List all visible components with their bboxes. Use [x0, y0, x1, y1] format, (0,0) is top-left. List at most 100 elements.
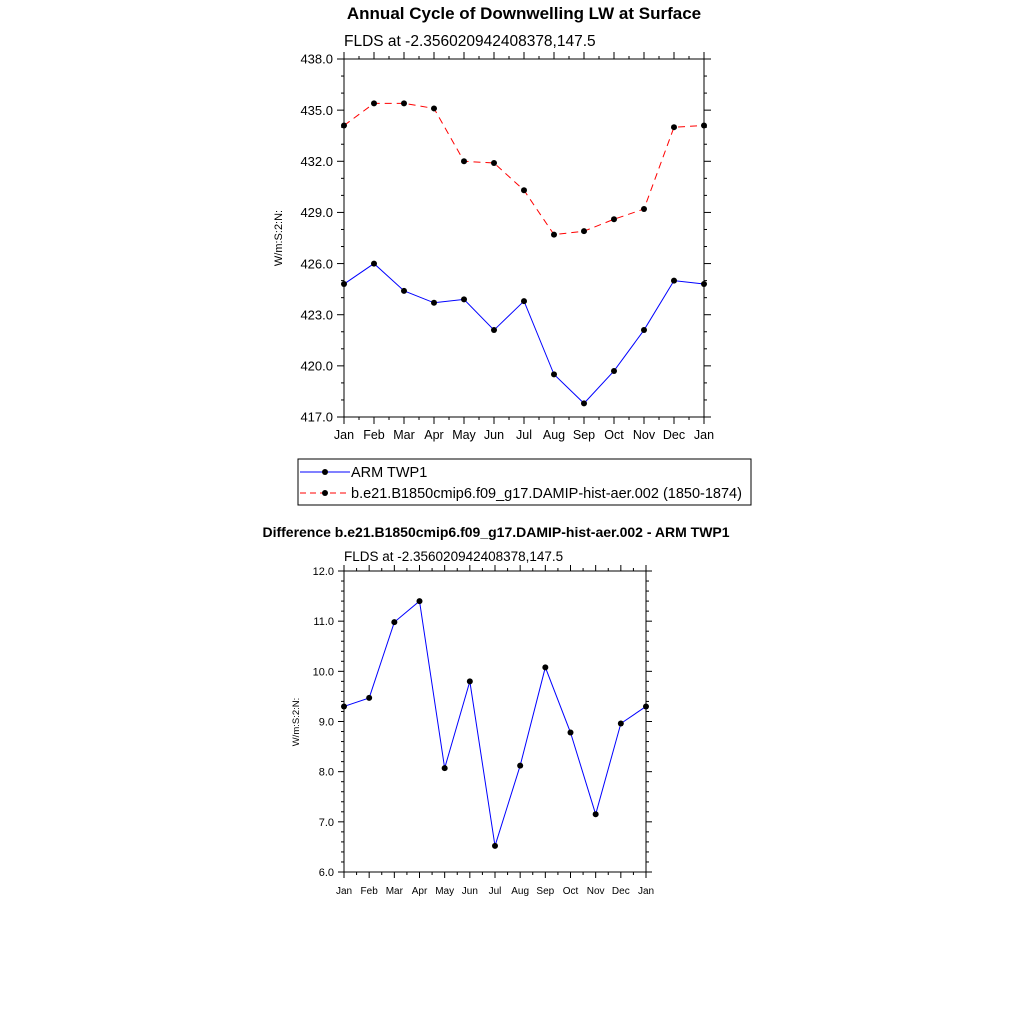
chart-2-subtitle: FLDS at -2.356020942408378,147.5	[344, 549, 563, 564]
y-tick-label: 429.0	[300, 205, 333, 220]
chart-1-data-points	[341, 100, 707, 407]
data-point-s2-may	[461, 158, 467, 165]
y-tick-label: 423.0	[300, 307, 333, 322]
data-point-s2-jun	[491, 159, 497, 166]
chart-2-y-tick-labels: 6.0 7.0 8.0 9.0 10.0 11.0 12.0	[313, 566, 334, 879]
legend-label-arm: ARM TWP1	[351, 465, 427, 481]
y-tick-label: 426.0	[300, 256, 333, 271]
data-point-s1-sep	[581, 400, 587, 407]
data-point-s1-apr	[416, 598, 423, 605]
data-point-s2-jul	[521, 187, 527, 194]
y-tick-label: 438.0	[300, 52, 333, 67]
x-tick-label: Feb	[363, 428, 385, 442]
data-point-s1-dec	[671, 277, 677, 284]
data-point-s1-nov	[592, 811, 599, 818]
y-tick-label: 435.0	[300, 103, 333, 118]
y-tick-label: 6.0	[319, 867, 334, 879]
x-tick-label: Apr	[412, 886, 428, 897]
chart-1-title: Annual Cycle of Downwelling LW at Surfac…	[347, 4, 701, 23]
data-point-s2-feb	[371, 100, 377, 107]
y-tick-label: 8.0	[319, 767, 334, 779]
x-tick-label: Jan	[336, 886, 352, 897]
chart-2-title: Difference b.e21.B1850cmip6.f09_g17.DAMI…	[262, 524, 729, 540]
data-point-s2-sep	[581, 228, 587, 235]
data-point-s2-oct	[611, 216, 617, 223]
chart-2-data-points	[341, 598, 649, 849]
x-tick-label: Dec	[663, 428, 685, 442]
x-tick-label: Mar	[393, 428, 415, 442]
x-tick-label: Nov	[587, 886, 605, 897]
chart-1-axis-ticks	[337, 52, 711, 424]
x-tick-label: Aug	[543, 428, 565, 442]
x-tick-label: Sep	[536, 886, 554, 897]
data-point-s2-apr	[431, 105, 437, 112]
legend-frame	[297, 458, 752, 506]
x-tick-label: Jun	[484, 428, 504, 442]
chart-1-y-tick-labels: 417.0 420.0 423.0 426.0 429.0 432.0 435.0 438.0	[300, 52, 333, 425]
data-point-s1-feb	[366, 694, 373, 701]
chart-2-x-tick-labels: Jan Feb Mar Apr May Jun Jul Aug Sep Oct Nov Dec Jan	[336, 886, 654, 897]
chart-2-axis-ticks	[338, 565, 652, 878]
x-tick-label: Mar	[386, 886, 404, 897]
x-tick-label: Apr	[424, 428, 443, 442]
chart-1-x-tick-labels: Jan Feb Mar Apr May Jun Jul Aug Sep Oct Nov Dec Jan	[334, 428, 714, 442]
data-point-s1-oct	[567, 729, 574, 736]
data-point-s1-jan	[701, 281, 707, 288]
chart-2-ylabel: W/m:S:2:N:	[291, 698, 302, 747]
x-tick-label: May	[435, 886, 454, 897]
x-tick-label: Sep	[573, 428, 595, 442]
legend-label-model: b.e21.B1850cmip6.f09_g17.DAMIP-hist-aer.…	[351, 486, 742, 502]
chart-2: Difference b.e21.B1850cmip6.f09_g17.DAMI…	[262, 524, 729, 897]
data-point-s2-mar	[401, 100, 407, 107]
data-point-s1-jul	[521, 298, 527, 305]
x-tick-label: Jul	[489, 886, 502, 897]
data-point-s1-nov	[641, 327, 647, 334]
x-tick-label: Dec	[612, 886, 630, 897]
chart-1-ylabel: W/m:S:2:N:	[273, 210, 285, 266]
data-point-s1-oct	[611, 367, 617, 374]
chart-1-plot-frame	[343, 58, 705, 418]
x-tick-label: Nov	[633, 428, 656, 442]
series-line-1	[343, 262, 705, 405]
data-point-s2-dec	[671, 124, 677, 131]
data-point-s1-mar	[401, 287, 407, 294]
data-point-s1-jan	[341, 281, 347, 288]
y-tick-label: 12.0	[313, 566, 334, 578]
y-tick-label: 10.0	[313, 666, 334, 678]
x-tick-label: Oct	[563, 886, 579, 897]
data-point-s1-dec	[617, 720, 624, 727]
x-tick-label: May	[452, 428, 476, 442]
data-point-s1-may	[461, 296, 467, 303]
data-point-s2-aug	[551, 231, 557, 238]
series-line-2	[343, 102, 705, 236]
x-tick-label: Jun	[462, 886, 478, 897]
chart-1-subtitle: FLDS at -2.356020942408378,147.5	[344, 33, 596, 50]
data-point-s1-jun	[466, 678, 473, 685]
series-line-1	[343, 600, 647, 847]
data-point-s1-mar	[391, 619, 398, 626]
y-tick-label: 420.0	[300, 359, 333, 374]
data-point-s1-may	[441, 765, 448, 772]
x-tick-label: Jan	[638, 886, 654, 897]
x-tick-label: Jul	[516, 428, 532, 442]
x-tick-label: Jan	[334, 428, 354, 442]
data-point-s1-apr	[431, 299, 437, 306]
y-tick-label: 9.0	[319, 716, 334, 728]
data-point-s1-feb	[371, 260, 377, 267]
chart-2-series-lines	[343, 600, 647, 847]
data-point-s2-jan	[701, 122, 707, 129]
y-tick-label: 417.0	[300, 410, 333, 425]
data-point-s1-aug	[517, 762, 524, 769]
x-tick-label: Oct	[604, 428, 624, 442]
legend-marker-arm	[322, 469, 328, 475]
y-tick-label: 7.0	[319, 817, 334, 829]
chart-1-legend: ARM TWP1 b.e21.B1850cmip6.f09_g17.DAMIP-…	[297, 458, 752, 506]
chart-1: Annual Cycle of Downwelling LW at Surfac…	[273, 4, 752, 506]
y-tick-label: 11.0	[313, 616, 334, 628]
y-tick-label: 432.0	[300, 154, 333, 169]
x-tick-label: Feb	[361, 886, 379, 897]
x-tick-label: Aug	[511, 886, 529, 897]
chart-1-series-lines	[343, 102, 705, 405]
data-point-s1-aug	[551, 371, 557, 378]
